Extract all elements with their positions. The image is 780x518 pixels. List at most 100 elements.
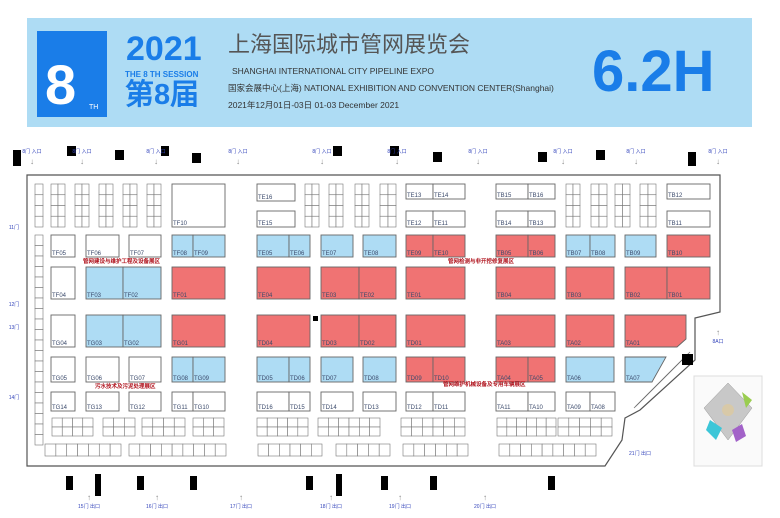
booth-te05[interactable]: TE05: [256, 234, 290, 258]
booth-area[interactable]: [666, 210, 711, 228]
small-booth[interactable]: [411, 426, 423, 437]
booth-area[interactable]: [50, 314, 76, 348]
small-booth[interactable]: [50, 215, 59, 228]
booth-area[interactable]: [50, 266, 76, 300]
small-booth[interactable]: [614, 194, 623, 206]
small-booth[interactable]: [129, 215, 138, 228]
booth-tb10[interactable]: TB10: [666, 234, 711, 258]
small-booth-cluster[interactable]: [565, 183, 581, 228]
small-booth[interactable]: [204, 443, 216, 457]
small-booth[interactable]: [74, 183, 83, 196]
booth-ta03[interactable]: TA03: [495, 314, 556, 348]
booth-area[interactable]: [527, 356, 556, 383]
door-entrance[interactable]: 8门 入口 ↓: [22, 148, 41, 166]
small-booth[interactable]: [153, 215, 162, 228]
small-booth[interactable]: [639, 183, 649, 196]
small-booth[interactable]: [34, 381, 44, 393]
booth-area[interactable]: [495, 356, 529, 383]
booth-area[interactable]: [432, 210, 466, 228]
small-booth[interactable]: [563, 443, 575, 457]
small-booth[interactable]: [354, 183, 363, 196]
booth-area[interactable]: [50, 356, 76, 383]
booth-area[interactable]: [362, 391, 397, 412]
small-booth[interactable]: [311, 215, 320, 228]
booth-ta02[interactable]: TA02: [565, 314, 615, 348]
small-booth[interactable]: [411, 417, 423, 428]
small-booth[interactable]: [34, 297, 44, 309]
small-booth[interactable]: [572, 215, 581, 228]
booth-area[interactable]: [432, 356, 466, 383]
booth-area[interactable]: [128, 391, 162, 412]
small-booth[interactable]: [335, 443, 348, 457]
booth-te12[interactable]: TE12: [405, 210, 434, 228]
booth-area[interactable]: [288, 356, 311, 383]
small-booth[interactable]: [361, 194, 370, 206]
booth-tf04[interactable]: TF04: [50, 266, 76, 300]
small-booth[interactable]: [338, 417, 350, 428]
booth-area[interactable]: [122, 266, 162, 300]
small-booth-cluster[interactable]: [328, 183, 344, 228]
small-booth[interactable]: [300, 443, 312, 457]
booth-te03[interactable]: TE03: [320, 266, 360, 300]
small-booth[interactable]: [57, 183, 66, 196]
small-booth[interactable]: [34, 308, 44, 320]
booth-td08[interactable]: TD08: [362, 356, 397, 383]
small-booth[interactable]: [304, 215, 313, 228]
door-entrance[interactable]: 18门 出口↑: [320, 493, 342, 510]
small-booth[interactable]: [257, 443, 269, 457]
booth-tb12[interactable]: TB12: [666, 183, 711, 200]
small-booth[interactable]: [600, 417, 613, 428]
booth-area[interactable]: [50, 391, 76, 412]
booth-tg07[interactable]: TG07: [128, 356, 162, 383]
small-booth[interactable]: [590, 426, 602, 437]
small-booth[interactable]: [213, 426, 225, 437]
small-booth[interactable]: [57, 215, 66, 228]
small-booth[interactable]: [203, 426, 214, 437]
small-booth[interactable]: [536, 426, 547, 437]
booth-area[interactable]: [405, 314, 466, 348]
small-booth[interactable]: [152, 426, 164, 437]
small-booth[interactable]: [579, 417, 591, 428]
booth-tf02[interactable]: TF02: [122, 266, 162, 300]
door-entrance[interactable]: 19门 出口↑: [389, 493, 411, 510]
small-booth-cluster[interactable]: [590, 183, 608, 228]
small-booth[interactable]: [98, 205, 107, 217]
small-booth[interactable]: [402, 443, 415, 457]
small-booth[interactable]: [369, 417, 381, 428]
booth-area[interactable]: [171, 314, 226, 348]
booth-area[interactable]: [495, 314, 556, 348]
small-booth[interactable]: [378, 443, 391, 457]
booth-area[interactable]: [171, 266, 226, 300]
booth-ta08[interactable]: TA08: [589, 391, 616, 412]
small-booth[interactable]: [526, 426, 537, 437]
booth-ta11[interactable]: TA11: [495, 391, 529, 412]
small-booth[interactable]: [51, 417, 63, 428]
booth-area[interactable]: [527, 234, 556, 258]
small-booth-cluster[interactable]: [557, 417, 613, 437]
booth-area[interactable]: [666, 266, 711, 300]
small-booth[interactable]: [454, 426, 466, 437]
small-booth-cluster[interactable]: [402, 443, 469, 457]
booth-tb06[interactable]: TB06: [527, 234, 556, 258]
booth-area[interactable]: [85, 391, 120, 412]
small-booth[interactable]: [57, 194, 66, 206]
booth-ta07[interactable]: TA07: [624, 356, 667, 383]
small-booth-cluster[interactable]: [74, 183, 90, 228]
booth-te04[interactable]: TE04: [256, 266, 311, 300]
small-booth[interactable]: [146, 205, 155, 217]
booth-tb08[interactable]: TB08: [589, 234, 616, 258]
small-booth[interactable]: [590, 417, 602, 428]
small-booth[interactable]: [34, 318, 44, 330]
door-entrance[interactable]: 8门 入口 ↓: [468, 148, 487, 166]
small-booth[interactable]: [34, 205, 44, 217]
small-booth[interactable]: [598, 215, 608, 228]
small-booth[interactable]: [105, 183, 114, 196]
small-booth[interactable]: [146, 215, 155, 228]
small-booth[interactable]: [647, 194, 657, 206]
small-booth[interactable]: [454, 417, 466, 428]
small-booth[interactable]: [81, 205, 90, 217]
small-booth[interactable]: [61, 426, 73, 437]
small-booth[interactable]: [552, 443, 564, 457]
small-booth[interactable]: [335, 205, 344, 217]
small-booth[interactable]: [368, 443, 380, 457]
